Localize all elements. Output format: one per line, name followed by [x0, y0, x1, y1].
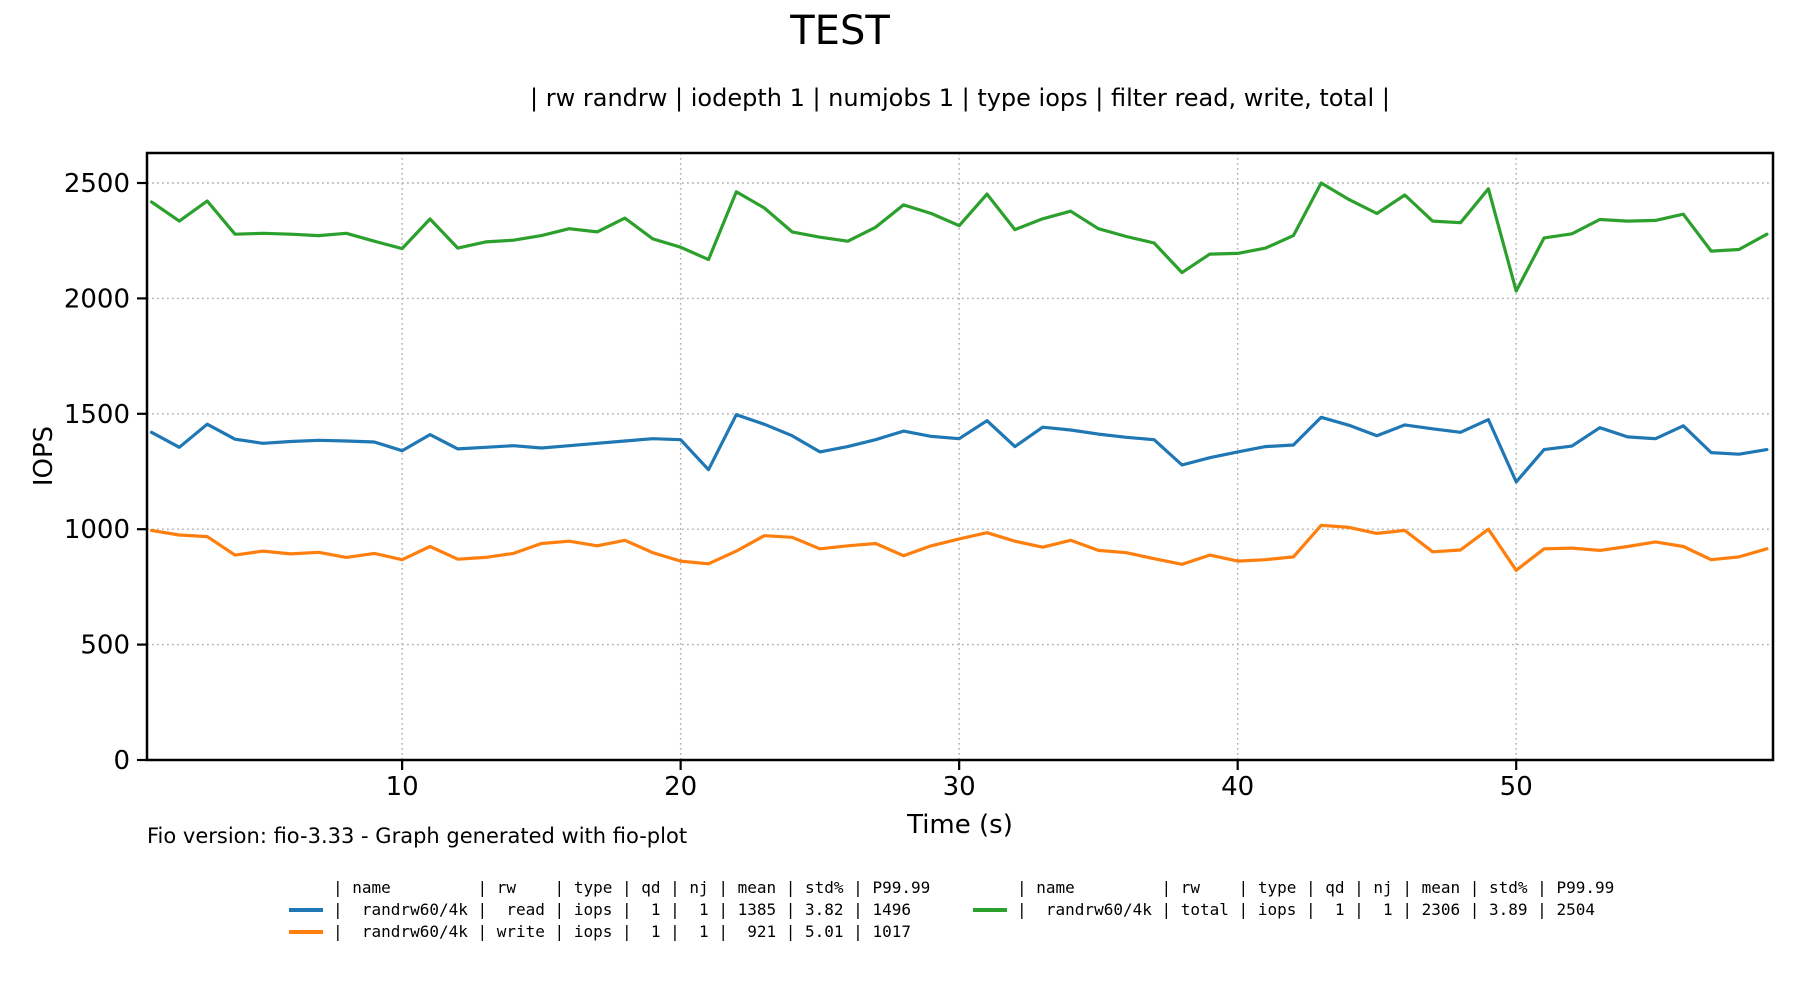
axis-tick-labels: 0 500 1000 1500 2000 2500 10 20 30 40 50	[64, 169, 1533, 802]
legend-swatch-placeholder	[289, 886, 323, 890]
legend-line-swatch	[289, 930, 323, 934]
x-tick-label: 30	[943, 772, 976, 802]
chart-title: TEST	[0, 8, 1800, 54]
chart-title-text: TEST	[790, 8, 890, 54]
legend-row-text: | randrw60/4k | read | iops | 1 | 1 | 13…	[333, 900, 911, 919]
x-tick-label: 10	[386, 772, 419, 802]
read-series-line	[149, 413, 1769, 484]
legend-right-block: | name | rw | type | qd | nj | mean | st…	[973, 877, 1614, 921]
legend-row-text: | randrw60/4k | total | iops | 1 | 1 | 2…	[1017, 900, 1595, 919]
chart-subtitle: | rw randrw | iodepth 1 | numjobs 1 | ty…	[530, 84, 1390, 112]
legend-header-row: | name | rw | type | qd | nj | mean | st…	[289, 877, 930, 899]
axis-ticks	[137, 181, 1518, 770]
y-axis-label: IOPS	[29, 425, 59, 487]
write-series-line	[149, 523, 1769, 572]
y-tick-label: 1000	[64, 515, 130, 545]
y-tick-label: 2500	[64, 169, 130, 199]
legend-left-block: | name | rw | type | qd | nj | mean | st…	[289, 877, 930, 943]
y-tick-label: 1500	[64, 400, 130, 430]
legend-line-swatch	[973, 908, 1007, 912]
footer-note: Fio version: fio-3.33 - Graph generated …	[147, 824, 688, 848]
total-series-line	[149, 181, 1769, 293]
y-tick-label: 500	[80, 631, 130, 661]
legend-line-swatch	[289, 908, 323, 912]
legend-row: | randrw60/4k | read | iops | 1 | 1 | 13…	[289, 899, 930, 921]
legend-row: | randrw60/4k | total | iops | 1 | 1 | 2…	[973, 899, 1614, 921]
gridlines	[147, 153, 1773, 760]
x-axis-label: Time (s)	[907, 810, 1013, 840]
y-tick-label: 2000	[64, 284, 130, 314]
legend-row-text: | randrw60/4k | write | iops | 1 | 1 | 9…	[333, 922, 911, 941]
legend-swatch-placeholder	[973, 886, 1007, 890]
legend-header-row: | name | rw | type | qd | nj | mean | st…	[973, 877, 1614, 899]
x-tick-label: 40	[1221, 772, 1254, 802]
y-tick-label: 0	[113, 746, 130, 776]
legend-header-text: | name | rw | type | qd | nj | mean | st…	[1017, 878, 1615, 897]
legend-row: | randrw60/4k | write | iops | 1 | 1 | 9…	[289, 921, 930, 943]
x-tick-label: 20	[664, 772, 697, 802]
legend-header-text: | name | rw | type | qd | nj | mean | st…	[333, 878, 931, 897]
series-lines	[149, 181, 1769, 572]
x-tick-label: 50	[1500, 772, 1533, 802]
